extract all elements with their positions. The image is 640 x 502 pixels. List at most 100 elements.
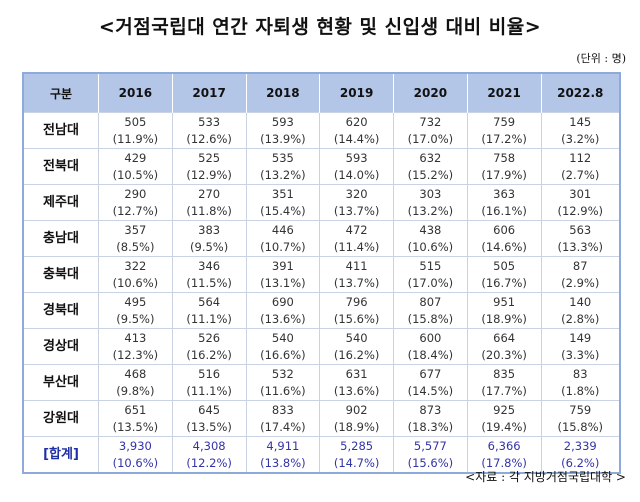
cell-count: 902 bbox=[345, 402, 368, 417]
cell-count: 472 bbox=[345, 222, 368, 237]
table-row: 충북대 322 (10.6%) 346 (11.5%) 391 (13.1%) 411 (13.… bbox=[22, 256, 621, 293]
cell-ratio: (13.5%) bbox=[186, 419, 232, 434]
table-cell: 758 (17.9%) bbox=[466, 148, 542, 185]
cell-count: 664 bbox=[493, 330, 516, 345]
cell-ratio: (13.5%) bbox=[112, 419, 159, 434]
table-cell: 495 (9.5%) bbox=[98, 292, 173, 329]
cell-count: 631 bbox=[345, 366, 368, 381]
table-cell: 140 (2.8%) bbox=[540, 292, 621, 329]
cell-count: 351 bbox=[271, 186, 294, 201]
cell-count: 645 bbox=[198, 402, 221, 417]
cell-ratio: (17.0%) bbox=[407, 131, 454, 146]
cell-ratio: (18.9%) bbox=[481, 311, 527, 326]
cell-ratio: (18.3%) bbox=[407, 419, 454, 434]
cell-count: 346 bbox=[198, 258, 221, 273]
cell-count: 515 bbox=[419, 258, 442, 273]
table-cell: 5,285 (14.7%) bbox=[319, 436, 394, 474]
row-header: 경북대 bbox=[22, 292, 99, 329]
cell-count: 807 bbox=[419, 294, 442, 309]
table-cell: 796 (15.6%) bbox=[319, 292, 394, 329]
cell-ratio: (11.1%) bbox=[186, 383, 232, 398]
table-cell: 620 (14.4%) bbox=[319, 112, 394, 149]
cell-ratio: (13.2%) bbox=[260, 167, 306, 182]
table-cell: 290 (12.7%) bbox=[98, 184, 173, 221]
cell-ratio: (14.4%) bbox=[333, 131, 380, 146]
table-cell: 925 (19.4%) bbox=[466, 400, 542, 437]
cell-ratio: (3.3%) bbox=[561, 347, 600, 362]
row-header: 제주대 bbox=[22, 184, 99, 221]
table-cell: 526 (16.2%) bbox=[171, 328, 247, 365]
cell-ratio: (17.9%) bbox=[481, 167, 527, 182]
cell-count: 391 bbox=[271, 258, 294, 273]
table-cell: 563 (13.3%) bbox=[540, 220, 621, 257]
column-header: 2019 bbox=[319, 73, 394, 113]
cell-ratio: (16.1%) bbox=[481, 203, 527, 218]
table-cell: 3,930 (10.6%) bbox=[98, 436, 173, 474]
cell-count: 5,577 bbox=[413, 438, 447, 453]
cell-ratio: (12.7%) bbox=[112, 203, 159, 218]
cell-ratio: (15.6%) bbox=[407, 455, 454, 470]
cell-ratio: (9.5%) bbox=[190, 239, 229, 254]
cell-count: 301 bbox=[569, 186, 592, 201]
cell-count: 600 bbox=[419, 330, 442, 345]
cell-ratio: (18.9%) bbox=[333, 419, 380, 434]
cell-count: 540 bbox=[271, 330, 294, 345]
cell-ratio: (14.7%) bbox=[333, 455, 380, 470]
cell-ratio: (9.5%) bbox=[116, 311, 155, 326]
table-cell: 515 (17.0%) bbox=[393, 256, 468, 293]
cell-count: 468 bbox=[124, 366, 147, 381]
cell-count: 606 bbox=[493, 222, 516, 237]
column-header: 2022.8 bbox=[540, 73, 621, 113]
cell-ratio: (12.9%) bbox=[557, 203, 603, 218]
cell-count: 632 bbox=[419, 150, 442, 165]
table-cell: 532 (11.6%) bbox=[245, 364, 321, 401]
cell-ratio: (11.6%) bbox=[260, 383, 306, 398]
cell-count: 87 bbox=[572, 258, 588, 273]
cell-count: 505 bbox=[493, 258, 516, 273]
cell-count: 303 bbox=[419, 186, 442, 201]
row-header: 충북대 bbox=[22, 256, 99, 293]
cell-ratio: (17.0%) bbox=[407, 275, 454, 290]
cell-count: 270 bbox=[198, 186, 221, 201]
table-cell: 112 (2.7%) bbox=[540, 148, 621, 185]
cell-ratio: (13.7%) bbox=[333, 275, 380, 290]
table-cell: 303 (13.2%) bbox=[393, 184, 468, 221]
table-cell: 87 (2.9%) bbox=[540, 256, 621, 293]
column-header: 구분 bbox=[22, 73, 99, 113]
column-header: 2016 bbox=[98, 73, 173, 113]
table-cell: 540 (16.2%) bbox=[319, 328, 394, 365]
table-cell: 525 (12.9%) bbox=[171, 148, 247, 185]
table-cell: 357 (8.5%) bbox=[98, 220, 173, 257]
table-cell: 632 (15.2%) bbox=[393, 148, 468, 185]
table-cell: 505 (11.9%) bbox=[98, 112, 173, 149]
row-header: 전북대 bbox=[22, 148, 99, 185]
cell-count: 383 bbox=[198, 222, 221, 237]
table-cell: 322 (10.6%) bbox=[98, 256, 173, 293]
cell-count: 535 bbox=[271, 150, 294, 165]
cell-ratio: (2.8%) bbox=[561, 311, 600, 326]
row-header: 경상대 bbox=[22, 328, 99, 365]
table-row: 전남대 505 (11.9%) 533 (12.6%) 593 (13.9%) 620 (14.… bbox=[22, 112, 621, 149]
cell-ratio: (11.8%) bbox=[186, 203, 232, 218]
cell-count: 3,930 bbox=[118, 438, 152, 453]
row-header: 부산대 bbox=[22, 364, 99, 401]
cell-ratio: (11.9%) bbox=[112, 131, 159, 146]
cell-count: 83 bbox=[572, 366, 588, 381]
cell-ratio: (18.4%) bbox=[407, 347, 454, 362]
table-row: 전북대 429 (10.5%) 525 (12.9%) 535 (13.2%) 593 (14.… bbox=[22, 148, 621, 185]
cell-ratio: (8.5%) bbox=[116, 239, 155, 254]
cell-count: 4,308 bbox=[192, 438, 226, 453]
table-cell: 564 (11.1%) bbox=[171, 292, 247, 329]
cell-count: 322 bbox=[124, 258, 147, 273]
column-header: 2017 bbox=[171, 73, 247, 113]
cell-ratio: (17.7%) bbox=[481, 383, 527, 398]
cell-count: 677 bbox=[419, 366, 442, 381]
cell-count: 438 bbox=[419, 222, 442, 237]
cell-count: 5,285 bbox=[340, 438, 374, 453]
cell-count: 2,339 bbox=[563, 438, 597, 453]
cell-count: 564 bbox=[198, 294, 221, 309]
cell-ratio: (10.6%) bbox=[112, 455, 159, 470]
header-row: 구분 2016 2017 2018 2019 2020 2021 2022.8 bbox=[22, 73, 621, 113]
cell-ratio: (15.8%) bbox=[557, 419, 603, 434]
table-cell: 411 (13.7%) bbox=[319, 256, 394, 293]
